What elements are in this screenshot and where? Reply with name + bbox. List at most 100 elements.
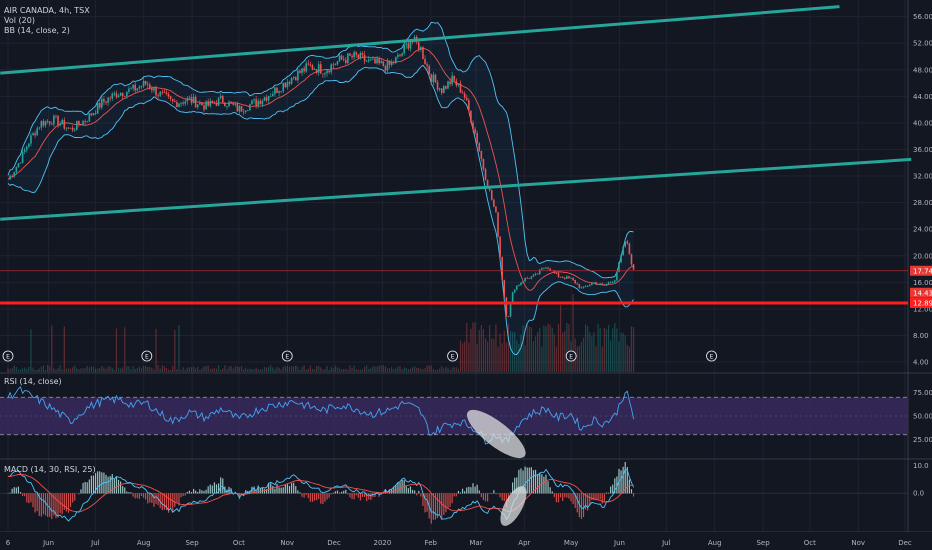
earnings-marker[interactable]: [447, 350, 459, 362]
macd-histogram-bar: [476, 484, 478, 494]
candle-body: [426, 64, 428, 67]
volume-bar: [176, 369, 178, 372]
candle-body: [311, 65, 314, 70]
macd-histogram-bar: [455, 493, 457, 497]
volume-bar: [468, 342, 470, 372]
candle-body: [559, 276, 562, 278]
candle-body: [82, 121, 84, 126]
macd-histogram-bar: [286, 484, 289, 494]
macd-histogram-bar: [40, 493, 42, 517]
candle-body: [13, 171, 16, 176]
macd-histogram-bar: [414, 490, 416, 494]
candle-body: [21, 151, 24, 163]
volume-bar: [307, 368, 309, 372]
macd-histogram-bar: [28, 493, 30, 504]
macd-histogram-bar: [411, 489, 414, 494]
macd-histogram-bar: [566, 493, 568, 498]
macd-histogram-bar: [94, 473, 97, 494]
candle-body: [232, 103, 235, 105]
macd-histogram-bar: [105, 474, 107, 494]
volume-bar: [255, 367, 257, 372]
trendline-lower-channel[interactable]: [0, 157, 912, 221]
volume-bar: [67, 368, 70, 372]
macd-histogram-bar: [282, 487, 284, 494]
volume-bar: [207, 365, 209, 372]
macd-histogram-bar: [293, 482, 295, 494]
macd-histogram-bar: [80, 489, 82, 494]
bollinger-legend[interactable]: BB (14, close, 2): [4, 26, 70, 35]
volume-bar: [603, 327, 605, 372]
rsi-line: [7, 386, 635, 445]
candle-body: [503, 279, 506, 298]
macd-histogram-bar: [240, 493, 243, 494]
symbol-title[interactable]: AIR CANADA, 4h, TSX: [4, 6, 90, 15]
candle-body: [461, 92, 464, 94]
volume-bar: [44, 369, 47, 372]
earnings-marker[interactable]: [2, 350, 14, 362]
rsi-highlight-ellipse[interactable]: [461, 402, 533, 465]
candle-body: [44, 121, 47, 126]
volume-bar: [624, 335, 626, 372]
volume-bar: [499, 333, 501, 372]
candle-body: [182, 102, 184, 104]
macd-highlight-ellipse[interactable]: [495, 482, 532, 529]
candle-body: [161, 91, 164, 93]
candle-body: [495, 206, 497, 213]
volume-bar: [464, 341, 466, 372]
earnings-marker[interactable]: [706, 350, 717, 362]
macd-histogram-bar: [313, 493, 316, 501]
macd-histogram-bar: [69, 493, 72, 508]
earnings-marker-label: E: [6, 353, 10, 360]
macd-histogram-bar: [434, 493, 437, 520]
volume-bar: [480, 324, 482, 372]
earnings-marker[interactable]: [565, 350, 577, 362]
macd-histogram-bar: [610, 486, 612, 494]
candle-body: [159, 91, 162, 96]
volume-bar: [243, 369, 245, 372]
candle-body: [111, 93, 114, 99]
candle-body: [284, 82, 287, 88]
macd-histogram-bar: [361, 493, 364, 498]
candle-body: [105, 101, 107, 103]
time-axis-tick: Jul: [661, 539, 671, 547]
volume-bar: [15, 366, 17, 372]
candle-body: [334, 64, 337, 66]
volume-bar: [428, 365, 430, 372]
candle-body: [470, 110, 472, 123]
earnings-marker[interactable]: [281, 350, 293, 362]
volume-bar: [205, 366, 207, 372]
macd-histogram-bar: [595, 493, 597, 501]
volume-legend[interactable]: Vol (20): [4, 16, 35, 25]
candle-body: [463, 93, 466, 98]
candle-body: [524, 277, 526, 282]
macd-histogram-bar: [439, 493, 441, 515]
volume-bar: [30, 329, 32, 372]
macd-histogram-bar: [101, 472, 103, 494]
earnings-marker[interactable]: [141, 350, 153, 362]
volume-bar: [265, 367, 268, 372]
candle-body: [518, 284, 520, 286]
time-axis-tick: Oct: [804, 539, 816, 547]
candle-body: [299, 70, 301, 73]
candle-body: [336, 61, 339, 65]
candle-body: [347, 53, 349, 63]
candle-body: [488, 187, 491, 191]
macd-title[interactable]: MACD (14, 30, RSI, 25): [4, 465, 96, 474]
candle-body: [586, 286, 589, 287]
volume-bar: [138, 366, 140, 372]
macd-histogram-bar: [401, 479, 403, 494]
trendline-upper-channel[interactable]: [0, 5, 840, 75]
candle-body: [338, 55, 341, 62]
candle-body: [188, 97, 191, 99]
macd-histogram-bar: [630, 489, 633, 494]
volume-bar: [132, 366, 134, 372]
rsi-title[interactable]: RSI (14, close): [4, 377, 62, 386]
macd-histogram-bar: [159, 493, 161, 509]
volume-bar: [568, 324, 570, 372]
price-axis-tick: 12.00: [913, 305, 932, 313]
macd-histogram-bar: [257, 485, 259, 494]
macd-histogram-bar: [180, 493, 182, 498]
candle-body: [332, 64, 335, 66]
candle-body: [541, 268, 543, 270]
